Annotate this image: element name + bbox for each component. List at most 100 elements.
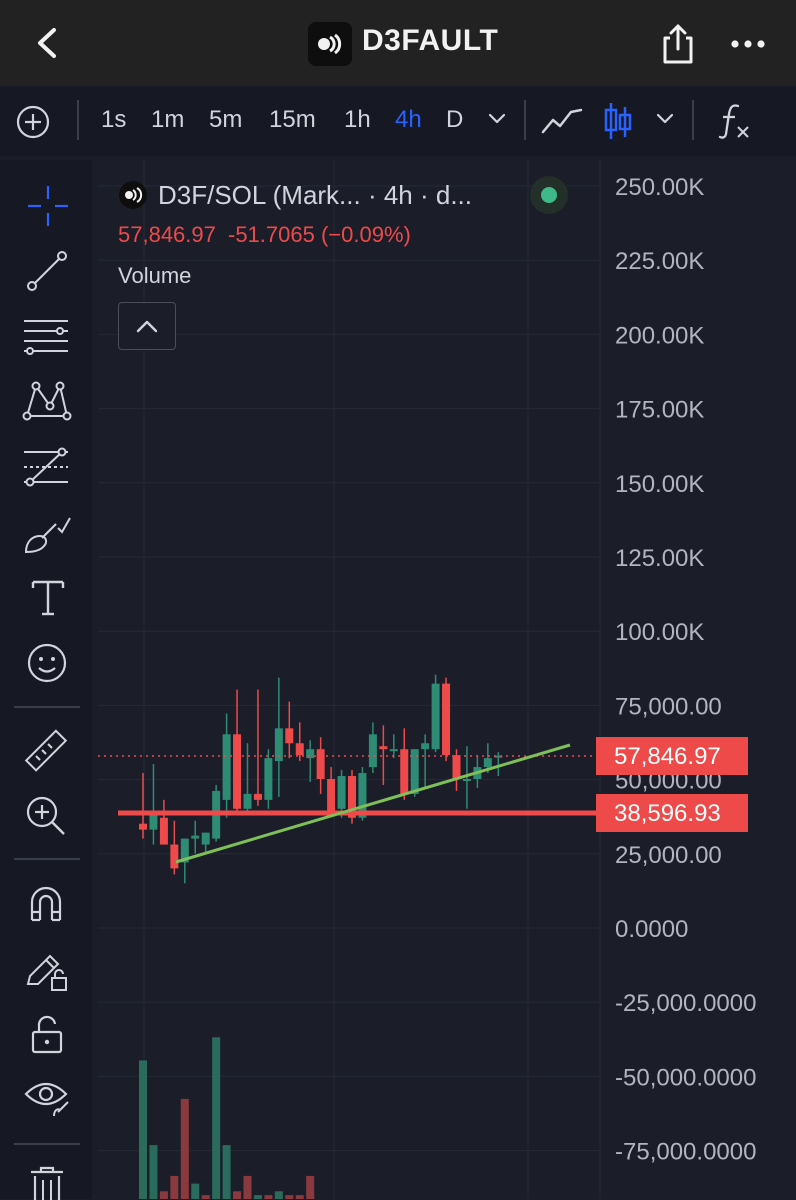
chart-grid	[98, 160, 601, 1199]
price-axis-label: 150.00K	[615, 471, 704, 498]
more-options-icon[interactable]	[730, 38, 766, 50]
volume-bar	[201, 1195, 210, 1199]
legend-price: 57,846.97	[118, 222, 216, 247]
candle-body	[327, 779, 336, 812]
zoom-in-icon[interactable]	[24, 794, 68, 838]
d3fault-logo-icon	[318, 33, 342, 55]
candle-body	[191, 835, 200, 839]
volume-bar	[233, 1191, 242, 1199]
volume-bar	[180, 1098, 189, 1199]
candle-body	[389, 749, 398, 752]
candle-body	[494, 755, 503, 758]
price-axis-label: 200.00K	[615, 322, 704, 349]
timeframe-15m[interactable]: 15m	[269, 106, 316, 133]
price-axis-label: 250.00K	[615, 174, 704, 201]
price-axis-label: -25,000.0000	[615, 990, 756, 1017]
candle-body	[421, 743, 430, 750]
chart-area[interactable]: 250.00K 225.00K 200.00K 175.00K 150.00K 125.0…	[98, 160, 796, 1199]
lock-drawings-icon[interactable]	[24, 948, 70, 994]
timeframe-4h[interactable]: 4h	[395, 106, 422, 133]
ruler-icon[interactable]	[22, 728, 70, 776]
volume-bar	[306, 1175, 315, 1199]
toolbar-divider	[77, 100, 79, 140]
horizontal-line-price-box	[596, 794, 748, 832]
add-symbol-icon[interactable]	[16, 105, 50, 139]
volume-bar	[149, 1145, 158, 1199]
candle-body	[358, 773, 367, 818]
crosshair-icon[interactable]	[26, 184, 70, 228]
volume-bar	[159, 1191, 168, 1199]
emoji-icon[interactable]	[26, 642, 68, 684]
candle-body	[159, 817, 168, 845]
candle-body	[306, 749, 315, 759]
candles-icon[interactable]	[603, 101, 633, 141]
candle-body	[462, 779, 471, 781]
price-axis-label: 0.0000	[615, 916, 688, 943]
candle-body	[274, 728, 283, 762]
toolbar-divider	[692, 100, 694, 140]
candle-body	[222, 734, 231, 800]
pattern-icon[interactable]	[22, 378, 72, 424]
sidebar-divider	[14, 1143, 80, 1145]
price-axis-label: -50,000.0000	[615, 1064, 756, 1091]
sidebar-divider	[14, 858, 80, 860]
chart-type-dropdown-icon[interactable]	[656, 113, 674, 125]
candle-body	[431, 683, 440, 750]
horizontal-lines-icon[interactable]	[22, 317, 70, 357]
back-icon[interactable]	[30, 26, 64, 60]
trend-line-icon[interactable]	[24, 248, 70, 294]
legend-change: -51.7065 (−0.09%)	[228, 222, 411, 247]
price-axis-label: 100.00K	[615, 619, 704, 646]
timeframe-d[interactable]: D	[446, 106, 464, 133]
volume-legend-label: Volume	[118, 263, 192, 288]
market-status-indicator[interactable]	[530, 176, 568, 214]
candle-series	[139, 674, 503, 884]
last-price-box	[596, 737, 748, 775]
timeframe-1m[interactable]: 1m	[151, 106, 185, 133]
volume-bar	[212, 1037, 221, 1199]
price-chart[interactable]: 250.00K 225.00K 200.00K 175.00K 150.00K 125.0…	[98, 160, 796, 1199]
timeframe-1s[interactable]: 1s	[101, 106, 127, 133]
price-axis: 250.00K 225.00K 200.00K 175.00K 150.00K 125.0…	[615, 174, 756, 1166]
indicators-fx-icon[interactable]	[718, 102, 752, 140]
prediction-icon[interactable]	[22, 446, 70, 488]
price-axis-label: 25,000.00	[615, 842, 722, 869]
candle-body	[253, 793, 262, 800]
candle-body	[483, 758, 492, 768]
app-title: D3FAULT	[362, 24, 499, 57]
timeframe-1h[interactable]: 1h	[344, 106, 371, 133]
candle-body	[337, 776, 346, 809]
candle-body	[368, 734, 377, 768]
symbol-title[interactable]: D3F/SOL (Mark... · 4h · d...	[158, 180, 472, 210]
visibility-icon[interactable]	[24, 1078, 72, 1118]
last-price-label: 57,846.97	[614, 743, 721, 770]
share-icon[interactable]	[660, 22, 696, 66]
volume-bar	[295, 1195, 304, 1199]
toolbar-divider	[524, 100, 526, 140]
volume-bar	[139, 1060, 147, 1199]
drawing-tools-sidebar	[0, 160, 92, 1200]
status-dot	[541, 187, 557, 203]
candle-body	[149, 814, 158, 830]
candle-body	[400, 749, 409, 794]
timeframe-5m[interactable]: 5m	[209, 106, 243, 133]
symbol-logo-icon	[119, 181, 147, 209]
text-tool-icon[interactable]	[30, 578, 66, 618]
timeframe-dropdown-icon[interactable]	[488, 113, 506, 125]
app-top-bar: D3FAULT	[0, 0, 796, 86]
price-axis-label: 75,000.00	[615, 693, 722, 720]
magnet-icon[interactable]	[26, 884, 66, 924]
trend-line-drawing	[175, 743, 571, 864]
brush-icon[interactable]	[22, 514, 72, 556]
trash-icon[interactable]	[28, 1166, 66, 1200]
chevron-up-icon	[136, 320, 158, 333]
line-chart-icon[interactable]	[541, 106, 583, 136]
collapse-legend-button[interactable]	[118, 302, 176, 350]
volume-bar	[191, 1183, 200, 1199]
volume-bar	[170, 1175, 179, 1199]
volume-bar	[222, 1145, 231, 1199]
unlock-icon[interactable]	[28, 1014, 66, 1056]
price-axis-label: -75,000.0000	[615, 1139, 756, 1166]
sidebar-divider	[14, 706, 80, 708]
horizontal-line-price-label: 38,596.93	[614, 800, 721, 827]
